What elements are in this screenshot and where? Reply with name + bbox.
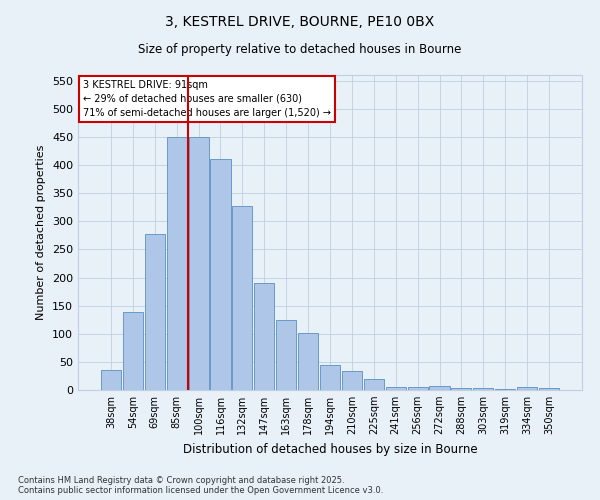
Bar	[167, 137, 187, 390]
Bar	[430, 386, 449, 390]
Bar	[232, 206, 253, 390]
Bar	[473, 388, 493, 390]
Bar	[254, 283, 274, 390]
Bar	[386, 386, 406, 390]
Bar	[276, 320, 296, 390]
Text: 3 KESTREL DRIVE: 91sqm
← 29% of detached houses are smaller (630)
71% of semi-de: 3 KESTREL DRIVE: 91sqm ← 29% of detached…	[83, 80, 331, 118]
Bar	[320, 364, 340, 390]
Bar	[298, 332, 318, 390]
Y-axis label: Number of detached properties: Number of detached properties	[37, 145, 46, 320]
Bar	[145, 234, 165, 390]
Text: Size of property relative to detached houses in Bourne: Size of property relative to detached ho…	[139, 42, 461, 56]
X-axis label: Distribution of detached houses by size in Bourne: Distribution of detached houses by size …	[182, 442, 478, 456]
Bar	[364, 379, 384, 390]
Bar	[517, 387, 537, 390]
Text: 3, KESTREL DRIVE, BOURNE, PE10 0BX: 3, KESTREL DRIVE, BOURNE, PE10 0BX	[166, 15, 434, 29]
Text: Contains HM Land Registry data © Crown copyright and database right 2025.
Contai: Contains HM Land Registry data © Crown c…	[18, 476, 383, 495]
Bar	[342, 372, 362, 390]
Bar	[539, 388, 559, 390]
Bar	[451, 388, 472, 390]
Bar	[495, 389, 515, 390]
Bar	[123, 312, 143, 390]
Bar	[211, 160, 230, 390]
Bar	[407, 387, 428, 390]
Bar	[101, 370, 121, 390]
Bar	[188, 137, 209, 390]
